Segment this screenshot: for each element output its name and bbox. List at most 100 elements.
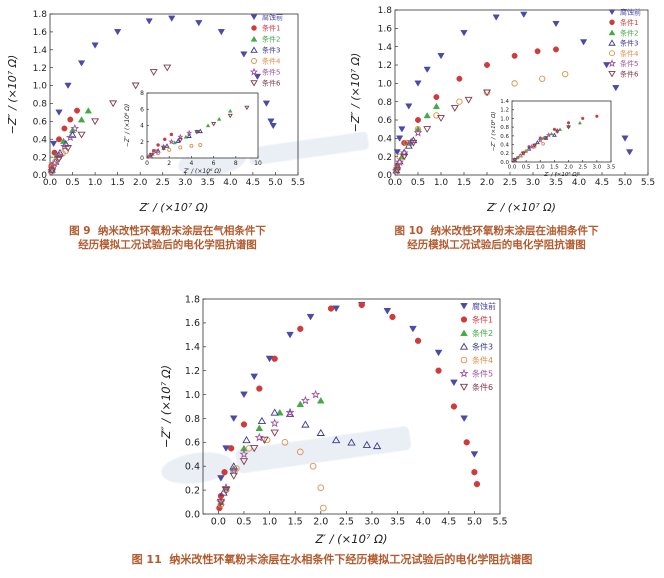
fig9-inset-chart: 0 2 4 6 8 10 0 2 4 6 8 Z′ / (×10⁶ Ω) −Z″ / (×10⁶ Ω) [124, 90, 262, 175]
fig10-x-tick-label: 0.5 [411, 178, 425, 188]
fig9-legend-marker-condition-2 [250, 35, 258, 42]
fig9-point-condition-4 [52, 158, 59, 165]
fig10-x-tick-label: 2.0 [480, 178, 495, 188]
fig10-inset-x-tick-label: 0.5 [522, 165, 531, 171]
fig9-x-tick-label: 2.0 [133, 178, 148, 188]
fig10-point-condition-1 [511, 52, 518, 59]
fig10-chart: 0.0 0.5 1.0 1.5 2.0 2.5 3.0 3.5 4.0 4.5 5.0 5.50.00… [349, 6, 655, 214]
fig10-x-tick-label: 0.0 [388, 178, 403, 188]
fig9-inset-point-condition-4 [189, 143, 194, 148]
fig11-point-condition-4 [317, 484, 325, 492]
fig9-point-condition-6 [109, 100, 118, 108]
fig11-point-before-corrosion [450, 379, 458, 387]
fig10-inset-point-condition-1 [595, 114, 599, 118]
fig11-legend-marker-condition-3 [459, 342, 469, 350]
fig10-inset-point-condition-4 [541, 141, 545, 146]
fig10-inset-series-condition-6 [512, 125, 571, 163]
fig10-inset-point-condition-6 [520, 151, 526, 156]
fig10-point-condition-1 [484, 62, 490, 68]
fig9-y-tick-label: 1.6 [33, 28, 48, 38]
fig10-x-tick-label: 1.0 [434, 178, 449, 188]
fig9-legend-marker-condition-4 [251, 58, 257, 64]
fig11-y-tick-label: 1.8 [185, 294, 200, 305]
fig11-legend-label-condition-3: 条件3 [472, 342, 493, 352]
fig9-inset-point-condition-5 [147, 152, 154, 159]
fig9-inset-x-tick-label: 6 [212, 160, 216, 167]
fig11-y-tick-label: 1.0 [185, 390, 200, 401]
fig10-plot-frame [394, 9, 649, 176]
fig11-point-condition-1 [389, 313, 396, 321]
fig9-legend-label-condition-6: 条件6 [262, 79, 281, 88]
fig11-point-condition-1 [216, 504, 223, 512]
fig11-point-before-corrosion [240, 391, 248, 399]
figure-10-caption-line2: 经历模拟工况试验后的电化学阻抗谱图 [407, 239, 586, 251]
fig10-legend-label-condition-5: 条件5 [620, 59, 638, 68]
figure-10-caption-text: 纳米改性环氧粉末涂层在油相条件下 [430, 225, 599, 237]
fig9-inset-point-condition-5 [160, 143, 167, 150]
figure-11-number: 图 11 [131, 553, 162, 566]
fig9-point-before-corrosion [262, 100, 271, 107]
fig10-point-condition-6 [393, 167, 402, 175]
fig11-x-tick-label: 4.5 [441, 517, 456, 528]
fig9-point-condition-1 [67, 116, 74, 123]
fig11-series-condition-6 [216, 429, 279, 507]
fig11-point-condition-3 [301, 420, 310, 428]
fig9-point-condition-6 [149, 69, 158, 76]
fig9-y-tick-label: 0.0 [33, 171, 48, 181]
fig9-inset-point-condition-5 [186, 129, 193, 136]
fig10-inset-x-tick-label: 2.5 [578, 165, 587, 171]
fig11-point-condition-1 [297, 325, 304, 333]
fig11-x-tick-label: 1.5 [288, 517, 303, 528]
fig11-x-tick-label: 0.5 [236, 517, 251, 528]
fig11-legend-marker-condition-5 [459, 368, 469, 378]
fig9-inset-y-tick-label: 0 [140, 155, 144, 162]
fig11-point-condition-6 [260, 436, 269, 444]
fig11-point-condition-4 [281, 438, 289, 446]
fig10-inset-plot-frame [511, 100, 612, 163]
fig10-x-tick-label: 2.5 [503, 178, 517, 188]
fig9-point-before-corrosion [77, 60, 86, 67]
fig9-inset-point-condition-6 [194, 130, 200, 135]
fig10-inset-point-condition-6 [543, 136, 549, 141]
fig11-y-tick-label: 0.0 [185, 509, 200, 520]
fig11-x-axis-label: Z′ / (×10⁷ Ω) [315, 532, 388, 546]
fig9-legend-marker-condition-5 [249, 67, 259, 76]
fig10-inset-point-condition-6 [566, 125, 571, 130]
fig11-point-condition-3 [362, 440, 372, 448]
fig10-inset-y-tick-label: 1.0 [500, 116, 509, 122]
fig10-point-before-corrosion [520, 11, 528, 18]
fig11-point-condition-2 [316, 396, 325, 404]
fig9-point-condition-5 [50, 158, 59, 168]
fig11-legend-marker-condition-6 [459, 383, 469, 391]
fig11-point-condition-6 [229, 472, 238, 480]
fig11-legend-marker-condition-1 [460, 316, 468, 323]
fig11-point-condition-2 [296, 400, 305, 408]
fig9-legend-marker-before-corrosion [250, 14, 258, 21]
fig11-point-before-corrosion [306, 313, 315, 321]
fig10-inset-x-axis-label: Z′ / (×10⁶ Ω) [543, 171, 578, 178]
fig10-series-before-corrosion [393, 11, 634, 156]
fig11-point-before-corrosion [409, 325, 417, 333]
fig11-point-before-corrosion [383, 307, 392, 315]
fig10-inset-y-tick-label: 1.2 [500, 108, 509, 114]
fig10-x-tick-label: 3.5 [549, 178, 563, 188]
fig10-point-before-corrosion [405, 103, 413, 110]
fig10-inset-x-tick-label: 3.0 [592, 165, 601, 171]
fig10-legend-marker-condition-4 [609, 50, 615, 57]
fig9-point-condition-2 [84, 107, 92, 114]
fig11-point-condition-5 [300, 395, 310, 405]
fig10-y-tick-label: 1.4 [378, 43, 393, 53]
fig9-legend-label-condition-2: 条件2 [262, 35, 280, 44]
fig9-x-axis-label: Z′ / (×10⁷ Ω) [139, 201, 209, 214]
fig10-legend-marker-before-corrosion [608, 9, 616, 16]
fig10-y-tick-label: 1.8 [378, 6, 393, 16]
fig11-point-before-corrosion [434, 349, 443, 357]
fig11-point-before-corrosion [470, 451, 479, 458]
fig10-inset-point-condition-6 [554, 129, 560, 134]
fig9-x-tick-label: 0.0 [43, 178, 58, 188]
fig11-series-condition-1 [216, 301, 481, 512]
fig11-legend-label-condition-4: 条件4 [472, 355, 493, 365]
fig10-inset-point-condition-5 [537, 137, 544, 143]
fig10-point-condition-4 [511, 80, 518, 87]
